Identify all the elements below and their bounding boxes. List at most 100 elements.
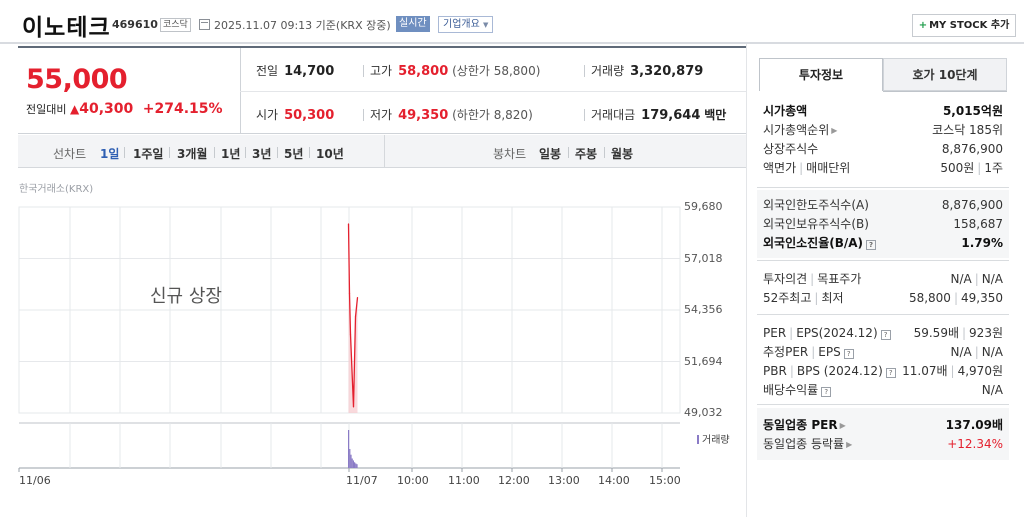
opinion-section: 투자의견 | 목표주가 N/A | N/A 52주최고 | 최저 58,800 | 49,350 xyxy=(757,270,1009,308)
target-price-value: N/A xyxy=(981,272,1003,286)
week52-high-label: 52주최고 xyxy=(763,291,812,305)
trade-value-cell: 거래대금 179,644 백만 xyxy=(591,106,726,123)
x-tick-label: 14:00 xyxy=(598,474,630,487)
volume-bar xyxy=(354,462,356,468)
help-icon[interactable]: ? xyxy=(885,368,896,378)
add-my-stock-label: MY STOCK 추가 xyxy=(929,20,1010,31)
price-summary: 55,000 전일대비 ▲40,300 +274.15% 전일 14,700 고가… xyxy=(18,46,746,134)
info-row: 동일업종 등락률 ▶ +12.34% xyxy=(757,435,1009,454)
est-eps-label: EPS xyxy=(818,345,841,359)
calendar-icon xyxy=(199,19,210,30)
trade-unit-label: 매매단위 xyxy=(806,161,851,175)
high-value: 58,800 xyxy=(398,64,449,79)
cell-separator xyxy=(363,65,364,77)
tab-order-book[interactable]: 호가 10단계 xyxy=(883,58,1007,91)
info-row: 추정PER | EPS? N/A | N/A xyxy=(763,345,1003,359)
volume-bars xyxy=(348,430,358,468)
volume-value: 3,320,879 xyxy=(630,64,704,79)
est-per-value: N/A xyxy=(950,345,972,359)
volume-cell: 거래량 3,320,879 xyxy=(591,62,703,79)
open-value: 50,300 xyxy=(284,108,335,123)
industry-section: 동일업종 PER ▶ 137.09배 동일업종 등락률 ▶ +12.34% xyxy=(757,408,1009,460)
x-tick-label: 11:00 xyxy=(448,474,480,487)
industry-rate-link[interactable]: 동일업종 등락률 ▶ xyxy=(763,435,852,454)
shares-label: 상장주식수 xyxy=(763,142,819,156)
price-chart[interactable] xyxy=(0,0,746,517)
trade-value-unit: 백만 xyxy=(704,108,727,122)
section-divider xyxy=(757,187,1009,188)
high-cell: 고가 58,800 (상한가 58,800) xyxy=(370,62,540,79)
low-label: 저가 xyxy=(370,108,393,122)
period-bar-divider xyxy=(384,135,385,168)
info-row: 상장주식수 8,876,900 xyxy=(757,140,1009,159)
candle-monthly[interactable]: 월봉 xyxy=(611,147,634,161)
period-1w[interactable]: 1주일 xyxy=(133,147,164,161)
price-point xyxy=(349,333,352,335)
tab-investment-info[interactable]: 투자정보 xyxy=(759,58,883,91)
candle-weekly[interactable]: 주봉 xyxy=(575,147,598,161)
company-overview-label: 기업개요 xyxy=(443,19,480,30)
market-cap-rank-link[interactable]: 시가총액순위 ▶ xyxy=(763,121,837,140)
current-price: 55,000 xyxy=(26,64,128,95)
trade-value-label: 거래대금 xyxy=(591,108,636,122)
upper-limit: (상한가 58,800) xyxy=(452,64,541,78)
foreign-ratio-label: 외국인소진율(B/A) xyxy=(763,236,864,250)
market-cap-section: 시가총액 5,015억원 시가총액순위 ▶ 코스닥 185위 상장주식수 8,876,9… xyxy=(757,102,1009,178)
info-row: 시가총액순위 ▶ 코스닥 185위 xyxy=(757,121,1009,140)
section-divider xyxy=(757,314,1009,315)
par-value: 500원 xyxy=(940,161,975,175)
cell-separator xyxy=(363,109,364,121)
change-value: 40,300 xyxy=(79,101,134,117)
help-icon[interactable]: ? xyxy=(866,240,877,250)
change-label: 전일대비 xyxy=(26,103,67,116)
period-separator xyxy=(604,147,605,158)
shares-value: 8,876,900 xyxy=(941,142,1003,156)
price-point xyxy=(347,223,350,225)
week52-high-value: 58,800 xyxy=(908,291,951,305)
open-label: 시가 xyxy=(256,108,279,122)
market-cap-rank-label: 시가총액순위 xyxy=(763,123,830,137)
period-3y[interactable]: 3년 xyxy=(252,147,272,161)
opinion-value: N/A xyxy=(950,272,972,286)
period-5y[interactable]: 5년 xyxy=(284,147,304,161)
realtime-button[interactable]: 실시간 xyxy=(396,16,430,32)
period-1d[interactable]: 1일 xyxy=(100,147,120,161)
market-tag: 코스닥 xyxy=(160,18,191,32)
low-cell: 저가 49,350 (하한가 8,820) xyxy=(370,106,533,123)
low-value: 49,350 xyxy=(398,108,449,123)
volume-label: 거래량 xyxy=(591,64,625,78)
period-separator xyxy=(309,147,310,158)
industry-rate-label: 동일업종 등락률 xyxy=(763,437,845,451)
price-point xyxy=(352,406,355,408)
info-row: PBR | BPS (2024.12)? 11.07배 | 4,970원 xyxy=(763,364,1003,378)
summary-row-divider xyxy=(240,91,746,92)
industry-rate-value: +12.34% xyxy=(947,437,1003,451)
help-icon[interactable]: ? xyxy=(821,387,832,397)
period-3m[interactable]: 3개월 xyxy=(177,147,208,161)
candle-daily[interactable]: 일봉 xyxy=(539,147,562,161)
up-triangle-icon: ▲ xyxy=(69,102,80,116)
period-1y[interactable]: 1년 xyxy=(221,147,241,161)
y-tick-label: 51,694 xyxy=(684,355,723,368)
quote-datetime: 2025.11.07 09:13 기준(KRX 장중) xyxy=(214,19,391,32)
help-icon[interactable]: ? xyxy=(880,330,891,340)
trade-value: 179,644 xyxy=(641,108,701,123)
prev-close-cell: 전일 14,700 xyxy=(256,62,334,79)
dividend-yield-value: N/A xyxy=(981,383,1003,397)
industry-per-link[interactable]: 동일업종 PER ▶ xyxy=(763,416,846,435)
price-point xyxy=(356,296,359,299)
chart-source: 한국거래소(KRX) xyxy=(19,184,94,195)
foreign-ratio-value: 1.79% xyxy=(961,236,1003,250)
x-tick-label: 11/07 xyxy=(346,474,378,487)
period-separator xyxy=(169,147,170,158)
period-10y[interactable]: 10년 xyxy=(316,147,344,161)
chevron-right-icon: ▶ xyxy=(846,440,853,449)
add-my-stock-button[interactable]: + MY STOCK 추가 xyxy=(912,14,1016,37)
company-overview-button[interactable]: 기업개요 ▼ xyxy=(438,16,494,33)
foreign-section: 외국인한도주식수(A) 8,876,900 외국인보유주식수(B) 158,687 … xyxy=(757,190,1009,258)
help-icon[interactable]: ? xyxy=(843,349,854,359)
stock-header: 이노테크 469610 코스닥 2025.11.07 09:13 기준(KRX … xyxy=(0,0,1024,44)
industry-per-label: 동일업종 PER xyxy=(763,418,838,432)
period-separator xyxy=(245,147,246,158)
tab-underline xyxy=(883,91,1007,92)
